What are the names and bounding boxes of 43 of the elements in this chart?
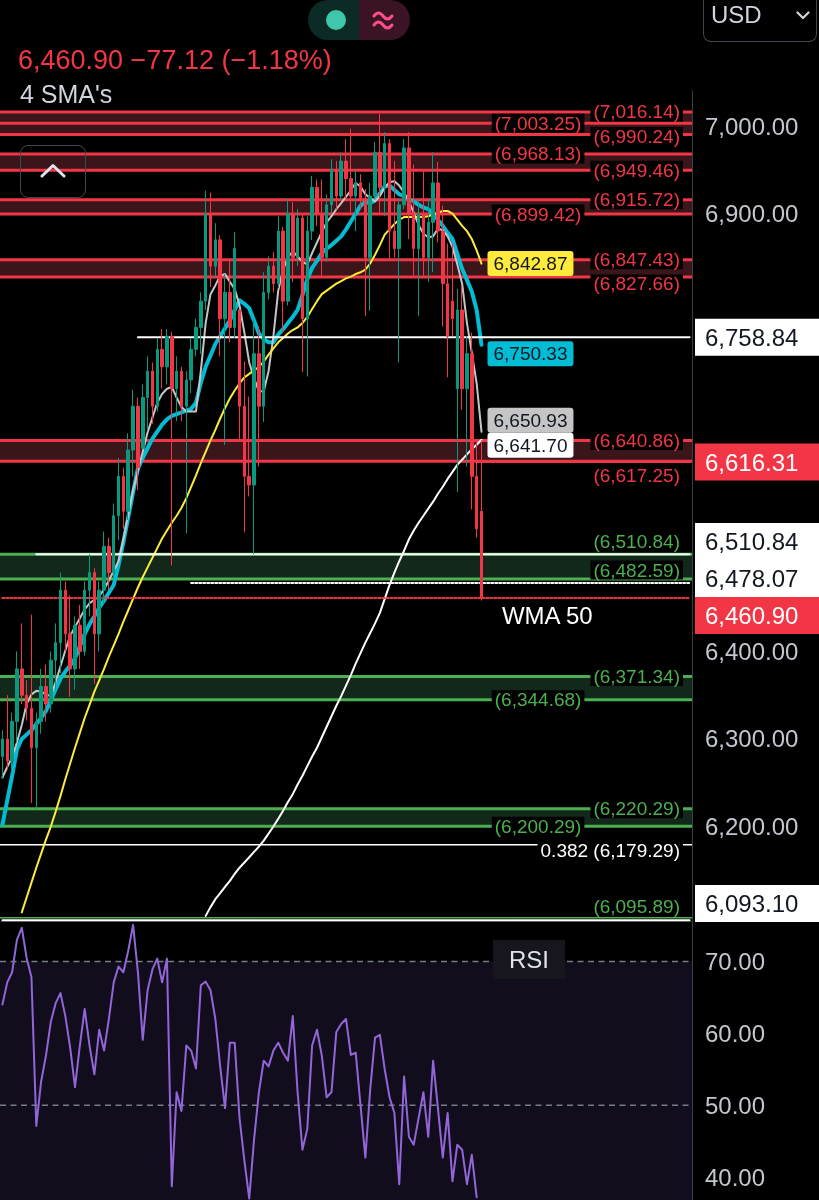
ref-line-label: (6,200.29) [494, 815, 582, 837]
ref-line-label: (6,482.59) [593, 559, 680, 581]
dropdown: USD [703, 0, 817, 42]
ref-line-label: (6,827.66) [593, 273, 680, 295]
ref-line-label: (6,949.46) [593, 159, 680, 181]
data-label: 6,460.90 [705, 602, 799, 630]
y-tick-label: 60.00 [705, 1019, 766, 1047]
y-tick-label: 50.00 [705, 1091, 766, 1119]
y-tick-label: 6,200.00 [705, 813, 799, 841]
data-label: 6,510.84 [705, 528, 799, 556]
annotation: 4 SMA's [20, 79, 113, 109]
ref-line-label: (6,371.34) [593, 666, 680, 688]
data-label: 6,750.33 [493, 343, 568, 365]
y-tick-label: 6,900.00 [705, 200, 799, 228]
data-label: 6,093.10 [705, 890, 799, 917]
ref-line-label: (6,915.72) [593, 189, 680, 211]
series-label: WMA 50 [501, 601, 593, 629]
chart-subtitle: 6,460.90 −77.12 (−1.18%) [18, 44, 332, 76]
ref-line-label: (6,899.42) [494, 203, 582, 225]
ref-line-label: (6,510.84) [593, 530, 680, 552]
y-tick-label: 40.00 [705, 1163, 766, 1191]
ref-line-label: (6,968.13) [494, 143, 582, 165]
text: RSI [493, 940, 566, 979]
ref-line-label: (6,990.24) [593, 126, 680, 148]
y-tick-label: 6,300.00 [705, 725, 799, 753]
ref-line-label: (6,344.68) [494, 689, 582, 711]
ref-line-label: (6,847.43) [593, 249, 680, 271]
y-tick-label: 7,000.00 [705, 112, 799, 140]
data-label: 6,650.93 [493, 409, 568, 431]
data-label: 6,758.84 [705, 323, 799, 351]
ref-line-label: (6,220.29) [593, 798, 680, 820]
data-label: 6,478.07 [705, 565, 799, 593]
ref-line-label: (6,095.89) [593, 896, 680, 918]
y-tick-label: 6,400.00 [705, 637, 799, 665]
data-label: 6,842.87 [493, 253, 568, 275]
ref-line-label: (7,016.14) [593, 101, 680, 123]
ref-line-label: 0.382 (6,179.29) [540, 840, 680, 862]
ref-line-label: (7,003.25) [494, 112, 582, 134]
y-tick-label: 70.00 [705, 948, 766, 976]
ref-line-label: (6,640.86) [593, 430, 680, 452]
ref-line-label: (6,617.25) [593, 464, 680, 486]
data-label: 6,641.70 [493, 434, 568, 456]
data-label: 6,616.31 [705, 448, 799, 476]
